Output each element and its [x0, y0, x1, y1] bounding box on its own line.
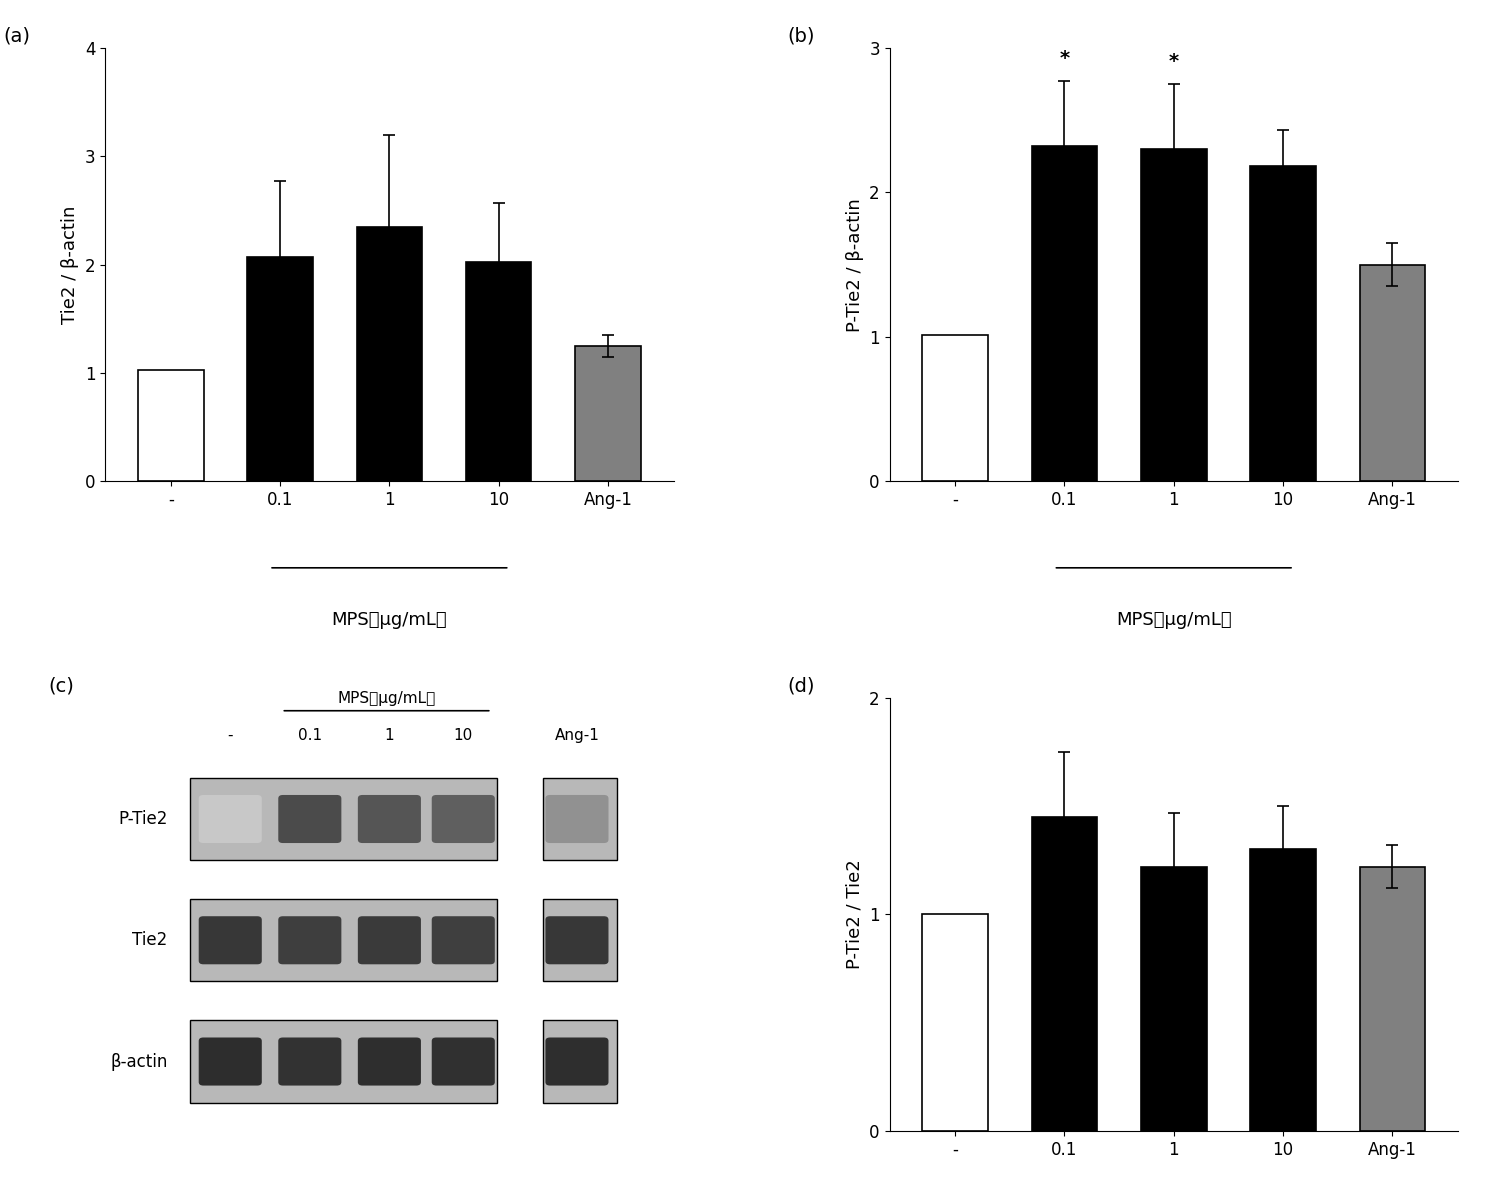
- Bar: [138, 369, 203, 481]
- Bar: [1250, 166, 1315, 481]
- FancyBboxPatch shape: [358, 917, 421, 965]
- FancyBboxPatch shape: [546, 917, 609, 965]
- FancyBboxPatch shape: [198, 917, 262, 965]
- Text: 0.1: 0.1: [298, 728, 322, 743]
- Bar: [1250, 849, 1315, 1131]
- FancyBboxPatch shape: [198, 795, 262, 843]
- FancyBboxPatch shape: [278, 917, 341, 965]
- Text: 10: 10: [454, 728, 473, 743]
- Y-axis label: Tie2 / β-actin: Tie2 / β-actin: [62, 206, 80, 324]
- Bar: [191, 778, 497, 860]
- Text: *: *: [1169, 52, 1178, 71]
- FancyBboxPatch shape: [358, 1037, 421, 1085]
- Text: β-actin: β-actin: [110, 1053, 168, 1071]
- Text: MPS（μg/mL）: MPS（μg/mL）: [1115, 611, 1231, 629]
- Text: (a): (a): [3, 26, 30, 46]
- Text: *: *: [1060, 49, 1070, 69]
- FancyBboxPatch shape: [431, 917, 494, 965]
- Text: 1: 1: [385, 728, 394, 743]
- Bar: [1141, 149, 1207, 481]
- Bar: [1360, 265, 1425, 481]
- Text: -: -: [227, 728, 233, 743]
- Bar: [191, 899, 497, 982]
- Text: (d): (d): [788, 676, 815, 695]
- Bar: [1031, 147, 1097, 481]
- Bar: [543, 899, 616, 982]
- Bar: [543, 1020, 616, 1103]
- Bar: [923, 336, 987, 481]
- Bar: [1141, 866, 1207, 1131]
- FancyBboxPatch shape: [546, 1037, 609, 1085]
- FancyBboxPatch shape: [431, 795, 494, 843]
- FancyBboxPatch shape: [278, 795, 341, 843]
- FancyBboxPatch shape: [278, 1037, 341, 1085]
- Text: MPS（μg/mL）: MPS（μg/mL）: [332, 611, 448, 629]
- Bar: [248, 257, 313, 481]
- FancyBboxPatch shape: [431, 1037, 494, 1085]
- Bar: [466, 262, 532, 481]
- Text: Ang-1: Ang-1: [555, 728, 600, 743]
- Bar: [1031, 817, 1097, 1131]
- Bar: [1360, 866, 1425, 1131]
- Bar: [923, 914, 987, 1131]
- Text: (b): (b): [788, 26, 815, 46]
- FancyBboxPatch shape: [546, 795, 609, 843]
- Bar: [576, 346, 640, 481]
- Bar: [356, 227, 422, 481]
- FancyBboxPatch shape: [198, 1037, 262, 1085]
- Y-axis label: P-Tie2 / Tie2: P-Tie2 / Tie2: [846, 859, 864, 970]
- FancyBboxPatch shape: [358, 795, 421, 843]
- Text: Tie2: Tie2: [132, 931, 168, 949]
- Text: P-Tie2: P-Tie2: [119, 810, 168, 828]
- Text: MPS（μg/mL）: MPS（μg/mL）: [338, 692, 436, 706]
- Text: (c): (c): [48, 676, 74, 695]
- Bar: [543, 778, 616, 860]
- Y-axis label: P-Tie2 / β-actin: P-Tie2 / β-actin: [846, 197, 864, 332]
- Bar: [191, 1020, 497, 1103]
